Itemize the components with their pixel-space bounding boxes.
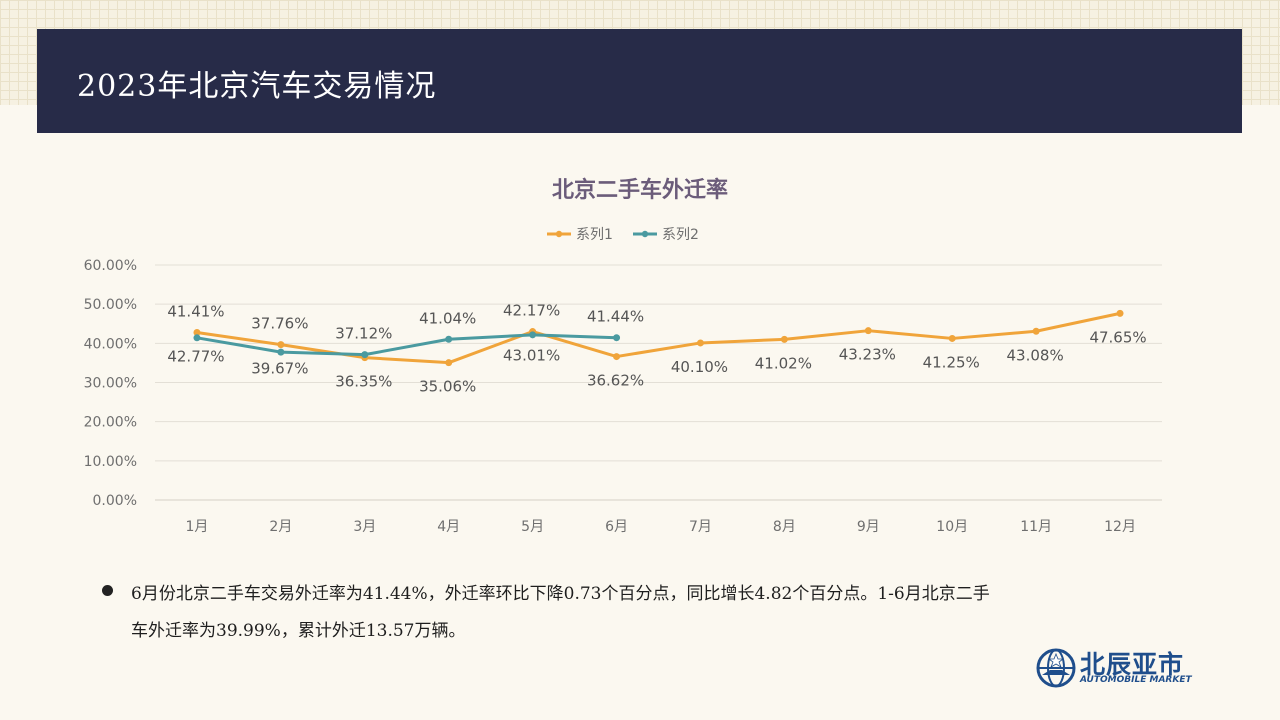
data-point bbox=[613, 353, 621, 361]
data-point bbox=[864, 327, 872, 335]
x-tick-label: 6月 bbox=[605, 519, 628, 535]
y-tick-label: 0.00% bbox=[93, 493, 137, 509]
data-label: 40.10% bbox=[671, 358, 728, 376]
data-label: 36.62% bbox=[587, 372, 644, 390]
data-point bbox=[277, 341, 285, 349]
logo-subtitle: AUTOMOBILE MARKET bbox=[1080, 675, 1192, 685]
company-logo: 北辰亚市 AUTOMOBILE MARKET bbox=[1036, 648, 1216, 690]
y-tick-label: 60.00% bbox=[84, 258, 137, 274]
y-tick-label: 30.00% bbox=[84, 376, 137, 392]
summary-line-2: 车外迁率为39.99%，累计外迁13.57万辆。 bbox=[131, 621, 466, 641]
x-tick-label: 10月 bbox=[936, 519, 968, 535]
data-label: 37.76% bbox=[251, 315, 308, 333]
data-label: 36.35% bbox=[335, 373, 392, 391]
data-point bbox=[780, 335, 788, 343]
data-point bbox=[529, 331, 537, 339]
header-bar: 2023年北京汽车交易情况 bbox=[37, 29, 1242, 133]
x-tick-label: 4月 bbox=[437, 519, 460, 535]
x-tick-label: 7月 bbox=[689, 519, 712, 535]
globe-car-icon bbox=[1036, 648, 1076, 688]
y-tick-label: 40.00% bbox=[84, 336, 137, 352]
data-label: 43.01% bbox=[503, 347, 560, 365]
data-point bbox=[193, 334, 201, 342]
data-point bbox=[445, 359, 453, 367]
data-point bbox=[948, 334, 956, 342]
y-tick-label: 10.00% bbox=[84, 454, 137, 470]
data-label: 42.17% bbox=[503, 302, 560, 320]
x-tick-label: 5月 bbox=[521, 519, 544, 535]
data-point bbox=[193, 328, 201, 336]
data-label: 37.12% bbox=[335, 325, 392, 343]
data-label: 39.67% bbox=[251, 360, 308, 378]
page-title: 2023年北京汽车交易情况 bbox=[77, 69, 437, 104]
legend-swatch-marker bbox=[641, 230, 649, 238]
x-tick-label: 1月 bbox=[185, 519, 208, 535]
line-chart: 0.00% 10.00% 20.00% 30.00% 40.00% 50.00% 60.00… bbox=[84, 227, 1162, 535]
data-label: 41.02% bbox=[755, 354, 812, 372]
data-point bbox=[696, 339, 704, 347]
chart-title: 北京二手车外迁率 bbox=[551, 178, 728, 203]
summary-text: 6月份北京二手车交易外迁率为41.44%，外迁率环比下降0.73个百分点，同比增… bbox=[131, 576, 1196, 650]
x-tick-label: 2月 bbox=[269, 519, 292, 535]
legend-swatch-marker bbox=[555, 230, 563, 238]
data-point bbox=[613, 334, 621, 342]
x-tick-label: 3月 bbox=[353, 519, 376, 535]
series-line bbox=[195, 333, 619, 357]
data-label: 41.25% bbox=[923, 353, 980, 371]
data-label: 43.23% bbox=[839, 346, 896, 364]
data-point bbox=[445, 335, 453, 343]
y-tick-label: 50.00% bbox=[84, 297, 137, 313]
x-tick-label: 11月 bbox=[1020, 519, 1052, 535]
logo-name: 北辰亚市 bbox=[1080, 650, 1185, 679]
data-label: 42.77% bbox=[167, 347, 224, 365]
data-point bbox=[277, 348, 285, 356]
x-tick-label: 12月 bbox=[1104, 519, 1136, 535]
summary-line-1: 6月份北京二手车交易外迁率为41.44%，外迁率环比下降0.73个百分点，同比增… bbox=[131, 584, 990, 604]
bullet-dot bbox=[102, 585, 113, 596]
data-point bbox=[1032, 327, 1040, 335]
data-point bbox=[1116, 309, 1124, 317]
legend-label: 系列1 bbox=[576, 227, 613, 243]
data-label: 41.44% bbox=[587, 308, 644, 326]
data-label: 47.65% bbox=[1089, 328, 1146, 346]
data-label: 41.04% bbox=[419, 309, 476, 327]
x-tick-label: 9月 bbox=[857, 519, 880, 535]
data-label: 35.06% bbox=[419, 378, 476, 396]
x-tick-label: 8月 bbox=[773, 519, 796, 535]
y-tick-label: 20.00% bbox=[84, 415, 137, 431]
legend-label: 系列2 bbox=[662, 227, 699, 243]
data-label: 43.08% bbox=[1007, 346, 1064, 364]
data-point bbox=[361, 351, 369, 359]
data-label: 41.41% bbox=[167, 302, 224, 320]
